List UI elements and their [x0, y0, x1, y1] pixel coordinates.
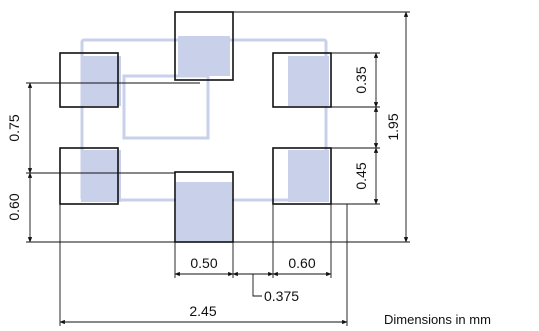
dim-label-0-60-left: 0.60	[6, 193, 22, 220]
dim-label-1-95: 1.95	[385, 113, 401, 140]
dim-label-0-35: 0.35	[353, 66, 369, 93]
dim-label-0-75: 0.75	[6, 114, 22, 141]
pad-bottom-center	[174, 171, 234, 243]
dim-label-2-45: 2.45	[189, 303, 216, 319]
dim-label-0-50: 0.50	[190, 255, 217, 271]
contact-shading	[81, 36, 329, 242]
extension-lines	[26, 11, 410, 326]
pad-lower-left	[59, 147, 119, 205]
pad-lower-right	[272, 147, 332, 205]
pad-upper-left	[59, 52, 119, 108]
dim-label-0-375: 0.375	[264, 288, 299, 304]
dimension-lines	[27, 11, 409, 325]
pad-top-center	[174, 11, 234, 81]
units-note: Dimensions in mm	[384, 312, 491, 327]
pad-upper-right	[272, 52, 332, 108]
dim-label-0-60-bottom: 0.60	[288, 255, 315, 271]
dim-label-0-45: 0.45	[353, 162, 369, 189]
